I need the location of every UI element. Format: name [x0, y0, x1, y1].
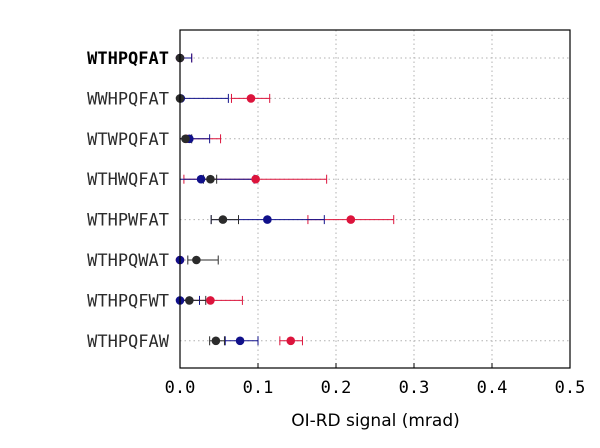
data-point-s2-p4: [218, 215, 228, 224]
data-point-s0-p3: [251, 174, 260, 184]
category-label-3: WTHWQFAT: [87, 170, 169, 190]
x-tick-label-1: 0.1: [243, 378, 274, 398]
data-point-s0-p4: [346, 215, 356, 224]
data-point-s2-p2: [181, 134, 190, 144]
data-point-s1-p7: [235, 336, 245, 346]
category-label-6: WTHPQFWT: [87, 291, 169, 311]
data-point-s2-p5: [192, 255, 201, 265]
x-axis-title: OI-RD signal (mrad): [291, 411, 460, 431]
category-label-7: WTHPQFAW: [87, 332, 170, 352]
data-point-s2-p7: [211, 336, 221, 346]
x-tick-label-0: 0.0: [165, 378, 196, 398]
category-labels: WTHPQFAT WWHPQFAT WTWPQFAT WTHWQFAT WTHPWFAT…: [87, 49, 170, 352]
data-point-s2-p6: [185, 296, 194, 305]
x-tick-label-4: 0.4: [477, 378, 508, 398]
data-point-s0-p7: [286, 336, 296, 346]
grid-layer: [180, 30, 570, 368]
data-point-s2-p3: [206, 174, 215, 184]
category-label-5: WTHPQWAT: [87, 251, 169, 271]
x-tick-labels: 0.0 0.1 0.2 0.3 0.4 0.5: [165, 363, 586, 398]
data-point-s0-p6: [206, 296, 215, 305]
plot-frame: [179, 29, 571, 369]
category-label-2: WTWPQFAT: [87, 130, 169, 150]
category-label-1: WWHPQFAT: [87, 89, 169, 109]
data-point-s0-p1: [246, 94, 256, 103]
category-label-4: WTHPWFAT: [87, 211, 169, 231]
x-tick-label-5: 0.5: [555, 378, 586, 398]
data-points-layer: [175, 53, 356, 346]
x-tick-label-3: 0.3: [399, 378, 430, 398]
x-tick-label-2: 0.2: [321, 378, 352, 398]
data-point-s1-p4: [263, 215, 272, 224]
data-point-s1-p3: [196, 174, 206, 184]
category-label-0: WTHPQFAT: [87, 49, 169, 69]
